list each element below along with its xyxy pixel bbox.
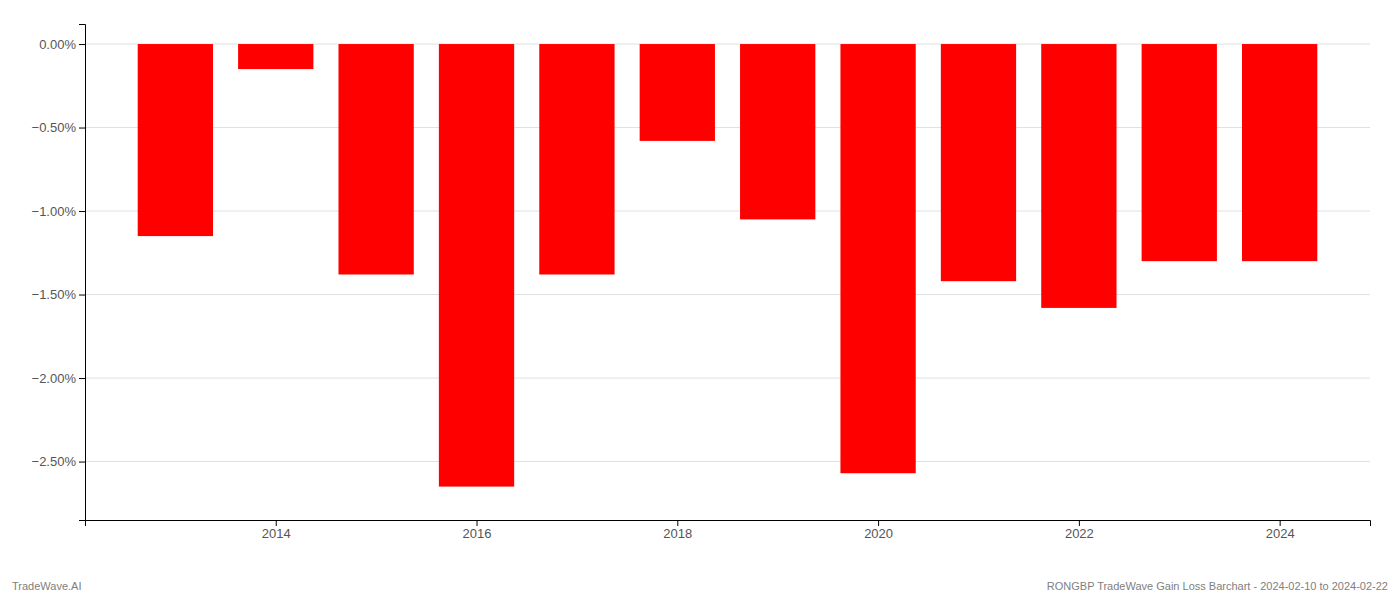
x-axis: 2014 2016 2018 2020 2022 2024: [86, 520, 1371, 541]
x-tick: 2018: [663, 520, 692, 541]
grid-line: [85, 294, 1370, 295]
y-tick: −2.50%: [32, 454, 85, 469]
x-tick-mark: [276, 520, 277, 526]
y-tick-mark: [79, 462, 85, 463]
x-tick-label: 2016: [463, 526, 492, 541]
x-tick-label: 2024: [1266, 526, 1295, 541]
bar: [138, 44, 213, 236]
x-axis-line: [86, 521, 1371, 527]
footer-text: RONGBP TradeWave Gain Loss Barchart - 20…: [1047, 580, 1388, 592]
annotations: TradeWave.AI RONGBP TradeWave Gain Loss B…: [12, 580, 1388, 592]
x-tick-mark: [677, 520, 678, 526]
bar: [1142, 44, 1217, 261]
y-tick: 0.00%: [39, 37, 85, 52]
y-tick-label: −1.00%: [32, 204, 77, 219]
grid-line: [85, 378, 1370, 379]
x-tick: 2022: [1065, 520, 1094, 541]
y-axis-line: [79, 25, 86, 521]
y-tick: −1.50%: [32, 287, 85, 302]
y-tick-label: −2.00%: [32, 371, 77, 386]
bar: [539, 44, 614, 274]
footer-text: TradeWave.AI: [12, 580, 82, 592]
y-axis: 0.00% −0.50% −1.00% −1.50% −2.00% −2.50%: [32, 25, 86, 521]
x-tick-mark: [1280, 520, 1281, 526]
x-tick: 2014: [262, 520, 291, 541]
bar: [941, 44, 1016, 281]
y-tick: −1.00%: [32, 204, 85, 219]
x-tick-label: 2018: [663, 526, 692, 541]
x-tick: 2024: [1266, 520, 1295, 541]
bar: [1242, 44, 1317, 261]
bar: [338, 44, 413, 274]
bar: [1041, 44, 1116, 308]
grid: [85, 44, 1370, 462]
y-tick-mark: [79, 44, 85, 45]
x-tick: 2020: [864, 520, 893, 541]
y-tick: −0.50%: [32, 120, 85, 135]
bar: [238, 44, 313, 69]
y-tick-mark: [79, 211, 85, 212]
y-tick-mark: [79, 378, 85, 379]
y-tick-label: −1.50%: [32, 287, 77, 302]
bar: [439, 44, 514, 487]
plot-area: [138, 44, 1318, 487]
y-tick-label: 0.00%: [39, 37, 76, 52]
x-tick-label: 2022: [1065, 526, 1094, 541]
x-tick-mark: [878, 520, 879, 526]
bar: [740, 44, 815, 219]
x-tick-mark: [477, 520, 478, 526]
y-tick-mark: [79, 128, 85, 129]
x-tick-label: 2020: [864, 526, 893, 541]
x-tick-mark: [1079, 520, 1080, 526]
y-tick-label: −2.50%: [32, 454, 77, 469]
x-tick: 2016: [463, 520, 492, 541]
x-tick-label: 2014: [262, 526, 291, 541]
bar: [640, 44, 715, 141]
bar: [840, 44, 915, 473]
chart: 2014 2016 2018 2020 2022 2024 0.00% −0.50% −1.00…: [0, 0, 1400, 600]
grid-line: [85, 461, 1370, 462]
y-tick-mark: [79, 295, 85, 296]
y-tick-label: −0.50%: [32, 120, 77, 135]
y-tick: −2.00%: [32, 371, 85, 386]
